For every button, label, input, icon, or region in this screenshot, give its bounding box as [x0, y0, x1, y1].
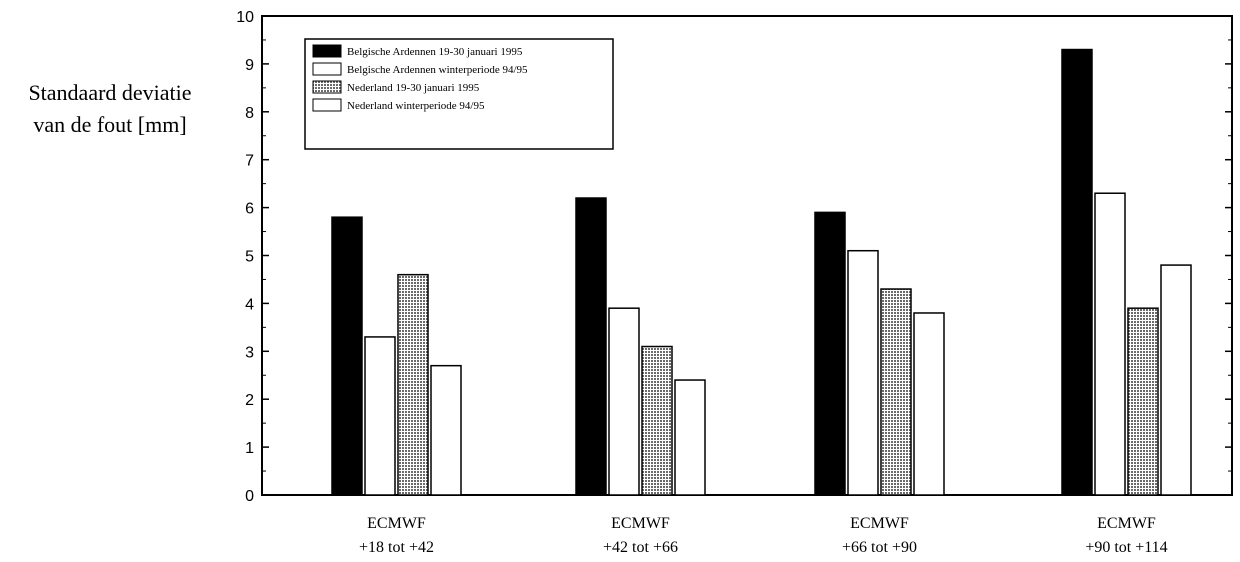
y-tick-label: 7	[245, 153, 254, 170]
y-tick-label: 4	[245, 296, 254, 313]
y-axis-label-line2: van de fout [mm]	[33, 112, 186, 137]
bar-1-4	[1061, 48, 1093, 496]
x-category-label: +66 tot +90	[842, 539, 917, 556]
bar-3-2	[641, 345, 673, 496]
legend-swatch	[312, 44, 342, 58]
legend-label: Belgische Ardennen 19-30 januari 1995	[347, 46, 523, 58]
y-tick-label: 2	[245, 392, 254, 409]
x-category-label: +90 tot +114	[1085, 539, 1167, 556]
bar-1-1	[331, 216, 363, 496]
bar-3-4	[1127, 307, 1159, 496]
legend-swatch	[312, 80, 342, 94]
bar-3-3	[880, 288, 912, 496]
bar-4-1	[430, 364, 462, 496]
legend-label: Belgische Ardennen winterperiode 94/95	[347, 64, 528, 76]
x-category-label: +42 tot +66	[603, 539, 678, 556]
y-tick-label: 0	[245, 488, 254, 505]
x-category-label: +18 tot +42	[359, 539, 434, 556]
y-tick-label: 3	[245, 344, 254, 361]
bar-2-4	[1094, 192, 1126, 496]
legend-swatch	[312, 62, 342, 76]
legend-label: Nederland winterperiode 94/95	[347, 100, 485, 112]
legend-swatch	[312, 98, 342, 112]
x-category-label: ECMWF	[611, 515, 670, 532]
legend-label: Nederland 19-30 januari 1995	[347, 82, 480, 94]
y-tick-label: 5	[245, 249, 254, 266]
bar-3-1	[397, 273, 429, 496]
bar-4-3	[913, 312, 945, 496]
bar-4-4	[1160, 264, 1192, 496]
y-tick-label: 1	[245, 440, 254, 457]
x-category-label: ECMWF	[850, 515, 909, 532]
bar-1-3	[814, 211, 846, 496]
y-tick-label: 6	[245, 201, 254, 218]
bar-2-1	[364, 336, 396, 496]
x-category-label: ECMWF	[1097, 515, 1156, 532]
bar-2-2	[608, 307, 640, 496]
x-category-label: ECMWF	[367, 515, 426, 532]
y-tick-label: 10	[236, 9, 254, 26]
bar-1-2	[575, 197, 607, 496]
legend-box	[304, 38, 614, 150]
bar-2-3	[847, 249, 879, 496]
y-tick-label: 9	[245, 57, 254, 74]
y-axis-label-line1: Standaard deviatie	[28, 80, 191, 105]
bar-4-2	[674, 379, 706, 496]
y-tick-label: 8	[245, 105, 254, 122]
